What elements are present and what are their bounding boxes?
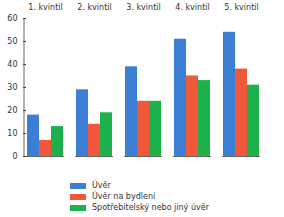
svg-text:40: 40 (7, 60, 17, 69)
svg-text:4. kvintil: 4. kvintil (175, 3, 209, 12)
html-text:Úvěr na bydlení: Úvěr na bydlení (92, 192, 156, 201)
svg-text:50: 50 (7, 37, 17, 46)
svg-text:0: 0 (12, 152, 17, 161)
html-text:Úvěr: Úvěr (92, 181, 111, 190)
svg-text:60: 60 (7, 14, 17, 23)
svg-text:1. kvintil: 1. kvintil (28, 3, 62, 12)
svg-text:2. kvintil: 2. kvintil (77, 3, 111, 12)
svg-text:3. kvintil: 3. kvintil (126, 3, 160, 12)
html-text:Spotřebitelský nebo jiný úvěr: Spotřebitelský nebo jiný úvěr (92, 203, 209, 212)
svg-text:20: 20 (7, 106, 17, 115)
svg-text:10: 10 (7, 129, 17, 138)
svg-text:30: 30 (7, 83, 17, 92)
svg-text:5. kvintil: 5. kvintil (224, 3, 258, 12)
